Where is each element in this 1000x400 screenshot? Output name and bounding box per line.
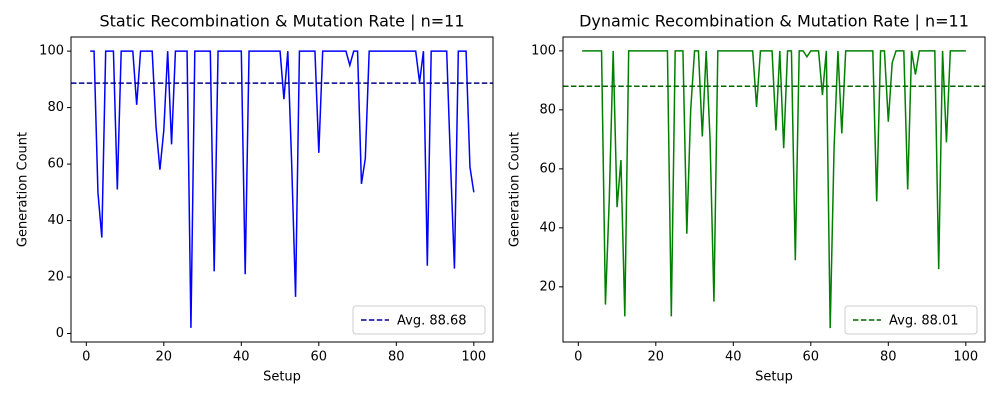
data-line: [582, 50, 966, 329]
x-tick-label: 60: [311, 350, 328, 365]
subplot: Static Recombination & Mutation Rate | n…: [16, 12, 494, 385]
x-tick-label: 20: [648, 350, 665, 365]
y-tick-label: 100: [531, 43, 556, 58]
y-tick-label: 0: [56, 326, 64, 341]
legend-box: [352, 305, 486, 335]
x-tick-label: 0: [82, 350, 90, 365]
y-tick-label: 40: [47, 213, 64, 228]
legend: Avg. 88.01: [844, 305, 978, 335]
y-axis-label: Generation Count: [508, 132, 523, 247]
x-tick-label: 80: [388, 350, 405, 365]
y-tick-label: 20: [539, 279, 556, 294]
x-axis-label: Setup: [755, 370, 793, 385]
y-tick-label: 80: [539, 102, 556, 117]
x-tick-label: 40: [233, 350, 250, 365]
x-tick-label: 40: [725, 350, 742, 365]
y-tick-label: 100: [39, 44, 64, 59]
legend-label: Avg. 88.68: [397, 314, 467, 329]
chart-title: Dynamic Recombination & Mutation Rate | …: [579, 12, 969, 31]
x-tick-label: 80: [880, 350, 897, 365]
y-tick-label: 60: [539, 161, 556, 176]
y-tick-label: 40: [539, 220, 556, 235]
x-tick-label: 100: [953, 350, 978, 365]
data-line: [90, 50, 475, 328]
subplot: Dynamic Recombination & Mutation Rate | …: [508, 12, 986, 385]
x-axis-label: Setup: [263, 370, 301, 385]
y-tick-label: 60: [47, 157, 64, 172]
y-axis-label: Generation Count: [16, 132, 31, 247]
x-tick-label: 60: [803, 350, 820, 365]
legend-box: [844, 305, 978, 335]
legend: Avg. 88.68: [352, 305, 486, 335]
legend-label: Avg. 88.01: [889, 314, 959, 329]
chart-title: Static Recombination & Mutation Rate | n…: [99, 12, 464, 31]
y-tick-label: 80: [47, 100, 64, 115]
x-tick-label: 0: [574, 350, 582, 365]
axes-frame: [562, 36, 986, 343]
y-tick-label: 20: [47, 270, 64, 285]
axes-frame: [70, 36, 494, 343]
x-tick-label: 20: [156, 350, 173, 365]
x-tick-label: 100: [461, 350, 486, 365]
